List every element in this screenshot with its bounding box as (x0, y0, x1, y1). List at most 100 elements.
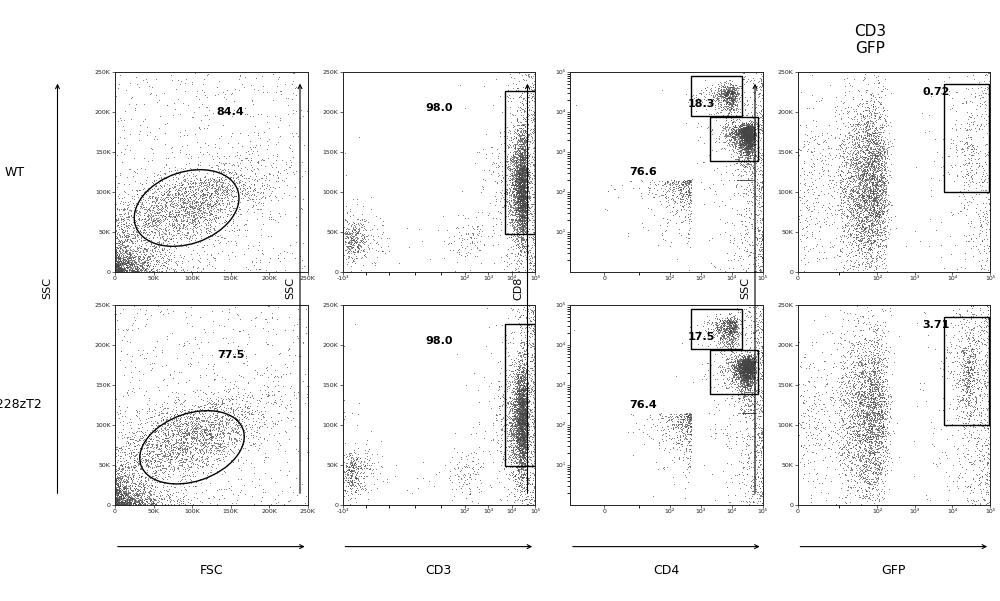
Point (520, 150, 536, 159)
Point (744, 143, 760, 153)
Point (948, 148, 964, 157)
Point (748, 484, 764, 493)
Point (869, 215, 885, 225)
Point (159, 451, 175, 461)
Point (846, 175, 862, 185)
Point (289, 320, 305, 329)
Point (517, 411, 533, 421)
Point (853, 239, 869, 248)
Point (178, 313, 194, 322)
Point (511, 180, 527, 189)
Point (750, 496, 766, 506)
Point (500, 92, 516, 102)
Point (130, 323, 146, 332)
Point (871, 404, 887, 414)
Point (858, 135, 874, 145)
Point (752, 264, 768, 274)
Point (350, 243, 366, 253)
Point (355, 246, 371, 255)
Point (714, 330, 730, 340)
Point (196, 189, 212, 198)
Point (681, 176, 697, 186)
Point (127, 465, 143, 475)
Point (854, 190, 870, 200)
Point (513, 174, 529, 183)
Point (684, 91, 700, 101)
Point (496, 427, 512, 436)
Point (492, 442, 508, 452)
Point (875, 420, 891, 430)
Point (107, 468, 123, 478)
Point (519, 193, 535, 203)
Point (514, 432, 530, 441)
Point (817, 206, 833, 215)
Point (717, 90, 733, 99)
Point (343, 242, 359, 251)
Point (510, 413, 526, 423)
Point (347, 230, 363, 239)
Point (736, 367, 752, 376)
Point (187, 164, 203, 174)
Point (187, 459, 203, 469)
Point (745, 374, 761, 384)
Point (189, 443, 205, 453)
Point (337, 230, 353, 239)
Point (515, 406, 531, 416)
Point (334, 236, 350, 246)
Point (737, 373, 753, 382)
Point (741, 362, 757, 371)
Point (681, 430, 697, 439)
Point (518, 358, 534, 367)
Point (502, 218, 518, 227)
Point (505, 398, 521, 408)
Point (514, 195, 530, 205)
Point (739, 389, 755, 398)
Point (806, 135, 822, 145)
Point (851, 371, 867, 380)
Point (527, 225, 543, 235)
Point (210, 445, 226, 454)
Point (738, 124, 754, 134)
Point (968, 410, 984, 420)
Point (230, 161, 246, 171)
Point (838, 173, 854, 183)
Point (349, 234, 365, 244)
Point (730, 362, 746, 372)
Point (166, 246, 182, 256)
Point (872, 350, 888, 359)
Point (512, 203, 528, 212)
Point (147, 468, 163, 477)
Point (162, 207, 178, 217)
Point (519, 411, 535, 421)
Point (191, 180, 207, 190)
Point (877, 253, 893, 263)
Point (474, 208, 490, 218)
Point (135, 254, 151, 264)
Point (733, 133, 749, 142)
Point (501, 187, 517, 197)
Point (152, 261, 168, 271)
Point (127, 263, 143, 273)
Point (345, 194, 361, 204)
Point (508, 423, 524, 433)
Point (858, 368, 874, 378)
Point (140, 493, 156, 502)
Point (664, 186, 680, 195)
Point (835, 167, 851, 177)
Point (735, 254, 751, 264)
Point (514, 180, 530, 190)
Point (518, 435, 534, 444)
Point (791, 144, 807, 153)
Point (114, 157, 130, 167)
Point (867, 200, 883, 210)
Point (109, 491, 125, 501)
Point (835, 226, 851, 236)
Point (869, 430, 885, 440)
Point (741, 372, 757, 382)
Point (338, 453, 354, 462)
Point (871, 206, 887, 216)
Point (742, 129, 758, 139)
Point (221, 190, 237, 200)
Point (510, 249, 526, 258)
Point (509, 230, 525, 239)
